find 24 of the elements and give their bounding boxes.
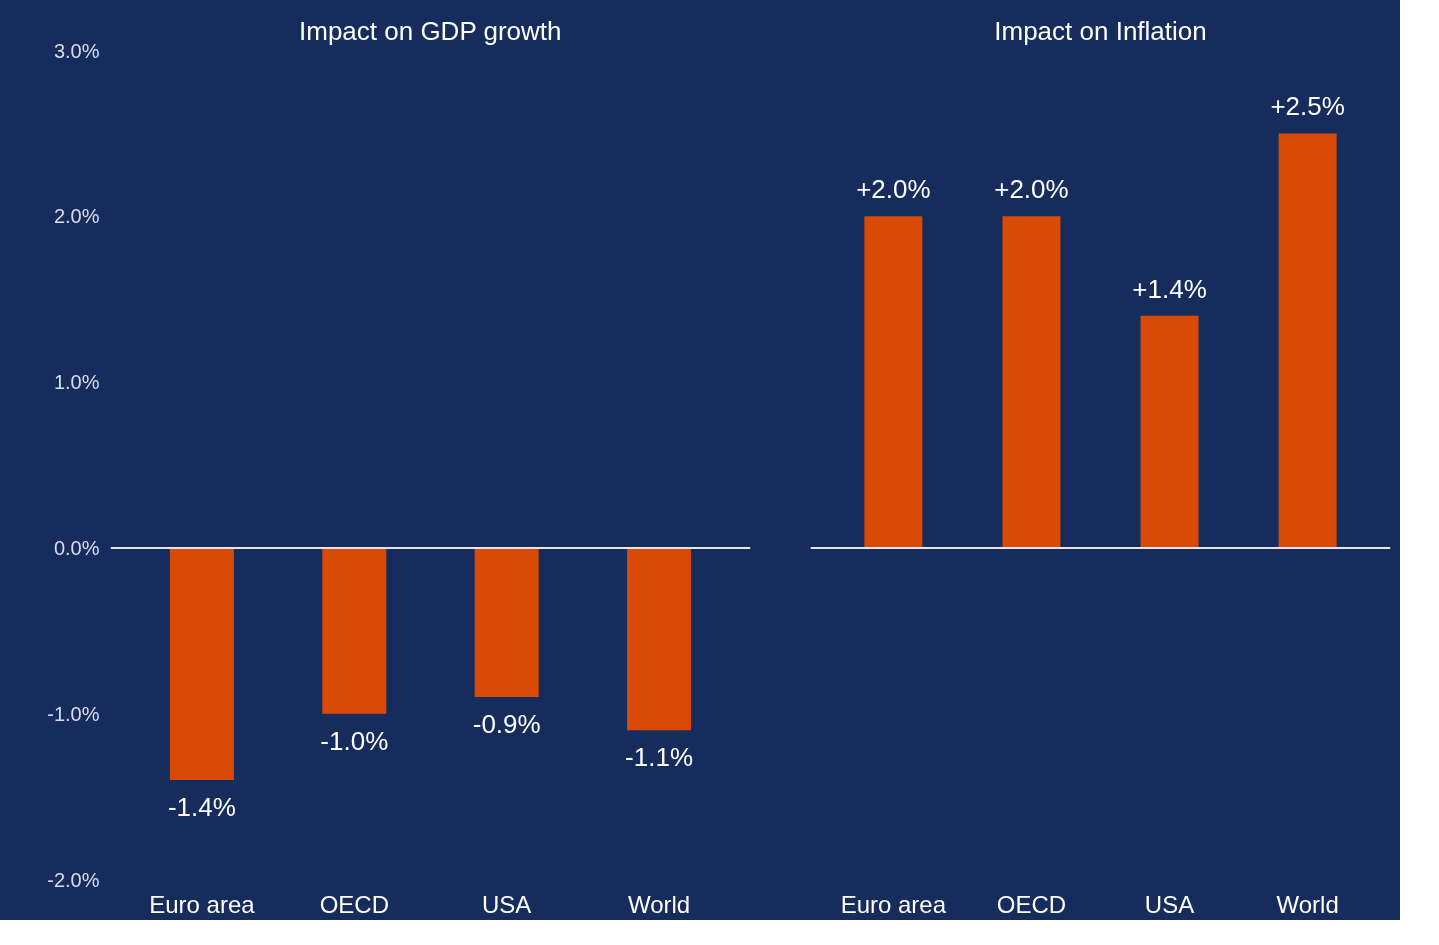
y-tick-label: -1.0%	[47, 702, 100, 725]
x-tick-label: World	[627, 890, 691, 918]
data-label: -1.1%	[625, 742, 694, 773]
y-tick-label: 3.0%	[53, 39, 100, 62]
y-tick-label: 2.0%	[53, 205, 100, 228]
data-label: +2.5%	[1270, 91, 1345, 122]
x-tick-label: USA	[1144, 890, 1195, 918]
x-tick-label: OECD	[319, 890, 389, 918]
x-tick-label: Euro area	[840, 890, 947, 918]
data-label: +2.0%	[994, 174, 1069, 205]
data-label: +1.4%	[1132, 273, 1207, 304]
x-tick-label: World	[1276, 890, 1339, 918]
x-tick-label: USA	[482, 890, 532, 918]
y-tick-label: -2.0%	[47, 868, 100, 891]
y-tick-label: 1.0%	[53, 371, 100, 394]
data-label: +2.0%	[856, 174, 931, 205]
data-label: -0.9%	[472, 709, 541, 740]
data-label: -1.0%	[320, 725, 389, 756]
chart-title: Impact on Inflation	[994, 15, 1207, 46]
x-tick-label: Euro area	[149, 890, 256, 918]
y-tick-label: 0.0%	[53, 536, 100, 559]
data-label: -1.4%	[167, 792, 236, 823]
chart-title: Impact on GDP growth	[299, 15, 562, 46]
x-tick-label: OECD	[996, 890, 1067, 918]
